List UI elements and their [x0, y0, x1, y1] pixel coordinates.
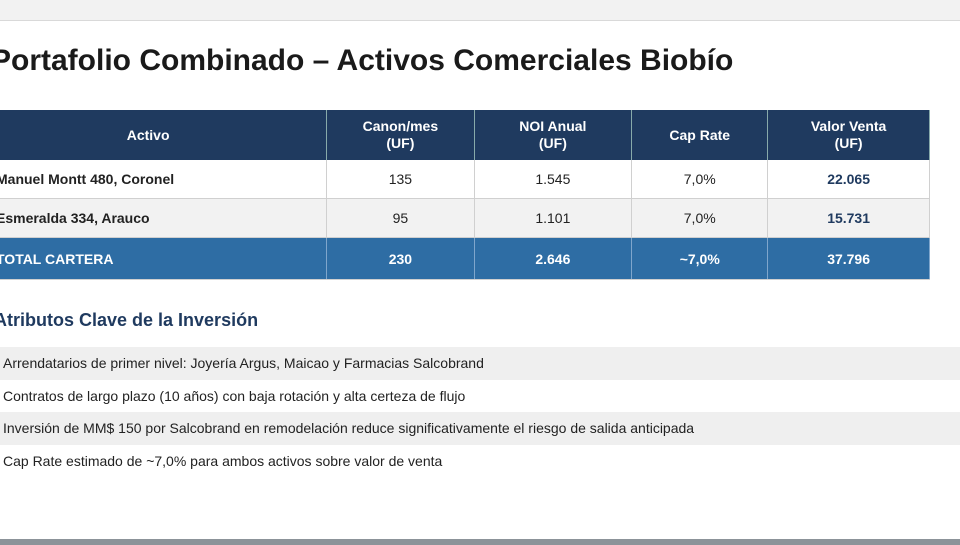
- table-cell: Manuel Montt 480, Coronel: [0, 160, 328, 199]
- table-cell: 95: [326, 198, 475, 238]
- header-row: Activo Canon/mes (UF) NOI Anual (UF) Cap Ra…: [0, 110, 930, 160]
- total-cell: 2.646: [474, 237, 633, 280]
- column-header: Canon/mes (UF): [326, 110, 475, 160]
- title: Portafolio Combinado – Activos Comercial…: [0, 44, 734, 77]
- section-title: Atributos Clave de la Inversión: [0, 310, 259, 330]
- column-header: Cap Rate: [631, 110, 769, 160]
- bullet-item: Contratos de largo plazo (10 años) con b…: [3, 387, 466, 404]
- column-header: Valor Venta (UF): [767, 110, 930, 160]
- table-cell: 7,0%: [631, 160, 769, 199]
- total-row: TOTAL CARTERA 230 2.646 ~7,0% 37.796: [0, 237, 930, 280]
- table-cell: 1.545: [474, 160, 633, 199]
- total-cell: 230: [326, 237, 475, 280]
- table-cell: 15.731: [767, 198, 930, 238]
- bullet-list: Arrendatarios de primer nivel: Joyería A…: [0, 347, 960, 477]
- top-bar: [0, 0, 960, 21]
- table-row: Manuel Montt 480, Coronel 135 1.545 7,0% 22.…: [0, 160, 930, 199]
- table-cell: 7,0%: [631, 198, 769, 238]
- bullet-item: Arrendatarios de primer nivel: Joyería A…: [0, 347, 960, 380]
- bullet-item: Cap Rate estimado de ~7,0% para ambos ac…: [3, 452, 443, 469]
- bottom-bar: [0, 539, 960, 545]
- total-cell: ~7,0%: [631, 237, 769, 280]
- table-row: Esmeralda 334, Arauco 95 1.101 7,0% 15.731: [0, 198, 930, 238]
- total-cell: 37.796: [767, 237, 930, 280]
- table-cell: 135: [326, 160, 475, 199]
- table-cell: Esmeralda 334, Arauco: [0, 198, 328, 238]
- table-cell: 1.101: [474, 198, 633, 238]
- table-cell: 22.065: [767, 160, 930, 199]
- total-cell: TOTAL CARTERA: [0, 237, 328, 280]
- portfolio-table: Activo Canon/mes (UF) NOI Anual (UF) Cap Ra…: [0, 110, 930, 280]
- bullet-item: Inversión de MM$ 150 por Salcobrand en r…: [0, 412, 960, 445]
- column-header: NOI Anual (UF): [474, 110, 633, 160]
- column-header: Activo: [0, 110, 328, 160]
